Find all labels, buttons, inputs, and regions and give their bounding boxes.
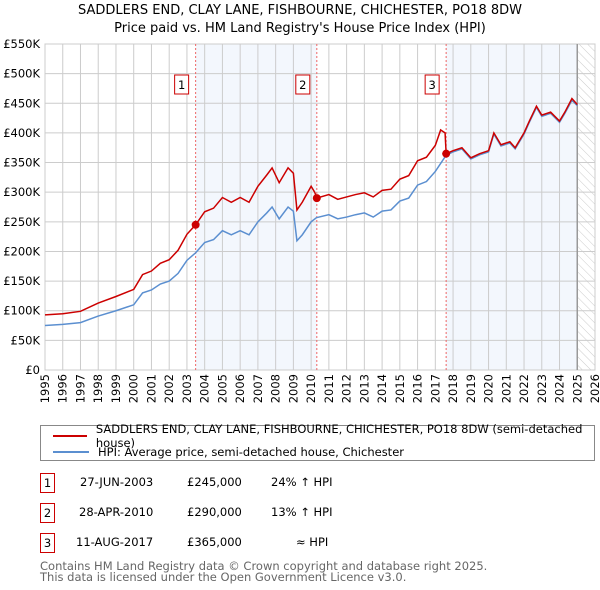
legend-label: HPI: Average price, semi-detached house,… [98, 445, 404, 459]
sale-price: £365,000 [187, 535, 242, 549]
x-tick-label: 2009 [286, 374, 300, 403]
sale-marker-badge: 3 [40, 533, 55, 553]
price-chart: 1995 1996 1997 1998 1999 2000 2001 2002 2003 2004… [3, 37, 600, 403]
chart-title: SADDLERS END, CLAY LANE, FISHBOURNE, CHI… [77, 3, 523, 18]
transaction-row: 2 28-APR-2010 £290,000 13% ↑ HPI [40, 503, 600, 523]
x-tick-label: 2010 [304, 374, 318, 403]
x-tick-label: 2015 [393, 374, 407, 403]
y-tick-label: £400K [3, 126, 40, 140]
x-tick-label: 2000 [127, 374, 141, 403]
x-tick-label: 2008 [269, 374, 283, 403]
series-line [44, 97, 578, 316]
legend-item-property: SADDLERS END, CLAY LANE, FISHBOURNE, CHI… [53, 422, 594, 450]
y-tick-label: £450K [3, 96, 40, 110]
legend: SADDLERS END, CLAY LANE, FISHBOURNE, CHI… [40, 422, 595, 461]
sale-date: 28-APR-2010 [79, 505, 154, 519]
legend-item-hpi: HPI: Average price, semi-detached house,… [53, 444, 404, 460]
y-tick-label: £550K [3, 37, 40, 51]
x-tick-label: 2002 [162, 374, 176, 403]
sale-point [312, 194, 321, 203]
x-tick-label: 1998 [91, 374, 105, 403]
y-tick-label: £0 [25, 363, 40, 377]
sale-label: 3 [428, 78, 435, 92]
x-tick-label: 2012 [340, 374, 354, 403]
y-tick-label: £150K [3, 274, 40, 288]
x-tick-label: 2013 [357, 374, 371, 403]
x-tick-label: 2019 [464, 374, 478, 403]
x-tick-label: 1995 [38, 374, 52, 403]
transaction-row: 1 27-JUN-2003 £245,000 24% ↑ HPI [40, 473, 600, 493]
sale-date: 11-AUG-2017 [76, 535, 154, 549]
footer-copyright: Contains HM Land Registry data © Crown c… [40, 559, 488, 573]
x-tick-label: 2026 [588, 374, 600, 403]
y-tick-label: £250K [3, 215, 40, 229]
x-tick-label: 2005 [215, 374, 229, 403]
sale-hpi-relation: 13% ↑ HPI [271, 505, 333, 519]
x-tick-label: 2020 [482, 374, 496, 403]
sale-hpi-relation: 24% ↑ HPI [271, 475, 333, 489]
transaction-row: 3 11-AUG-2017 £365,000 ≈ HPI [40, 533, 600, 553]
x-tick-label: 2001 [144, 374, 158, 403]
x-tick-label: 2004 [198, 374, 212, 403]
sale-hpi-relation: ≈ HPI [296, 535, 329, 549]
y-tick-label: £200K [3, 244, 40, 258]
sale-label-box [174, 74, 190, 95]
x-tick-label: 2021 [499, 374, 513, 403]
sale-marker-badge: 2 [40, 503, 55, 523]
x-tick-label: 2007 [251, 374, 265, 403]
x-tick-label: 2018 [446, 374, 460, 403]
x-tick-label: 1996 [56, 374, 70, 403]
sale-label: 2 [299, 78, 306, 92]
sale-point [442, 149, 451, 158]
sale-label: 1 [178, 78, 185, 92]
series-line [44, 99, 578, 327]
x-tick-label: 1997 [73, 374, 87, 403]
footer-licence: This data is licensed under the Open Gov… [40, 570, 407, 584]
y-tick-label: £50K [11, 333, 41, 347]
sale-price: £290,000 [187, 505, 242, 519]
y-tick-label: £100K [3, 304, 40, 318]
sale-marker-badge: 1 [40, 473, 55, 493]
forecast-hatch [577, 44, 595, 370]
legend-label: SADDLERS END, CLAY LANE, FISHBOURNE, CHI… [95, 422, 583, 450]
y-tick-label: £300K [3, 185, 40, 199]
blue-line-swatch [53, 451, 89, 453]
x-tick-label: 1999 [109, 374, 123, 403]
x-tick-label: 2024 [553, 374, 567, 403]
x-tick-label: 2014 [375, 374, 389, 403]
x-tick-label: 2016 [411, 374, 425, 403]
chart-subtitle: Price paid vs. HM Land Registry's House … [114, 21, 486, 36]
plot-border [44, 43, 596, 371]
sale-price: £245,000 [187, 475, 242, 489]
sale-label-box [295, 74, 311, 95]
x-tick-label: 2003 [180, 374, 194, 403]
x-tick-label: 2017 [428, 374, 442, 403]
x-tick-label: 2006 [233, 374, 247, 403]
x-tick-label: 2022 [517, 374, 531, 403]
y-tick-label: £350K [3, 156, 40, 170]
sale-point [191, 220, 200, 229]
x-tick-label: 2025 [570, 374, 584, 403]
x-tick-label: 2011 [322, 374, 336, 403]
red-line-swatch [53, 435, 87, 437]
sale-label-box [424, 74, 440, 95]
x-tick-label: 2023 [535, 374, 549, 403]
y-tick-label: £500K [3, 67, 40, 81]
shaded-period [446, 44, 578, 370]
sale-date: 27-JUN-2003 [80, 475, 154, 489]
